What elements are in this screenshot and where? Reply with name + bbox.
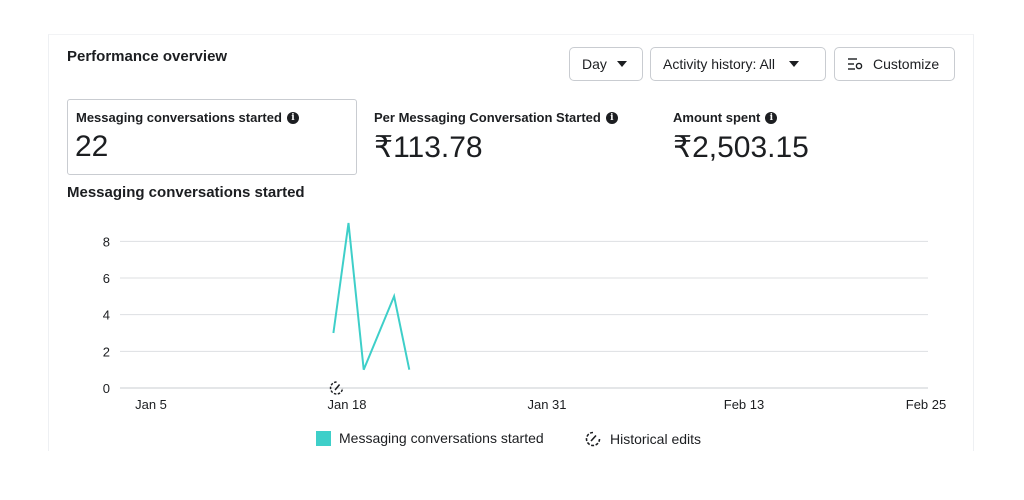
data-point[interactable] [331,331,335,335]
metric-label-amount-spent[interactable]: Amount spent i [673,110,778,125]
customize-button[interactable]: Customize [834,47,955,81]
y-tick-label: 8 [103,234,110,249]
metric-value-conversations: 22 [75,130,109,163]
y-tick-label: 0 [103,381,110,396]
metric-label-text: Amount spent [673,110,761,125]
historical-edits-icon [585,431,601,447]
activity-history-dropdown[interactable]: Activity history: All [650,47,826,81]
metric-label-text: Per Messaging Conversation Started [374,110,601,125]
metric-value-cost-per-conversation: ₹113.78 [374,131,483,164]
metric-label-text: Messaging conversations started [76,110,282,125]
data-point[interactable] [347,221,351,225]
historical-edits-icon [329,381,344,395]
historical-edits-needle [334,384,341,391]
legend-edits-label: Historical edits [610,431,702,447]
legend-item-series[interactable]: Messaging conversations started [316,430,544,446]
historical-edit-marker[interactable] [329,381,344,395]
metric-value-amount-spent: ₹2,503.15 [673,131,809,164]
data-point[interactable] [407,368,411,372]
caret-down-icon [789,61,800,67]
metric-label-conversations: Messaging conversations started i [76,110,299,125]
legend-item-historical-edits[interactable]: Historical edits [584,430,701,448]
info-icon[interactable]: i [286,111,299,124]
info-icon[interactable]: i [605,111,618,124]
metric-label-cost-per-conversation[interactable]: Per Messaging Conversation Started i [374,110,618,125]
info-icon[interactable]: i [765,111,778,124]
day-dropdown[interactable]: Day [569,47,643,81]
activity-history-label: Activity history: All [663,56,776,72]
customize-label: Customize [873,56,940,72]
series-line-0[interactable] [332,222,411,371]
data-point[interactable] [392,294,396,298]
data-point[interactable] [377,331,381,335]
metric-card-selected[interactable] [67,99,357,175]
x-tick-label: Jan 18 [327,397,366,412]
page-title: Performance overview [67,48,228,65]
y-tick-label: 4 [103,308,110,323]
settings-sliders-icon [848,58,863,70]
y-tick-label: 6 [103,271,110,286]
x-tick-label: Jan 5 [135,397,167,412]
chart-title: Messaging conversations started [67,184,305,201]
data-point[interactable] [362,368,366,372]
caret-down-icon [616,61,627,67]
y-tick-label: 2 [103,344,110,359]
legend-series-label: Messaging conversations started [339,430,544,446]
x-tick-label: Feb 13 [724,397,764,412]
x-tick-label: Jan 31 [527,397,566,412]
x-tick-label: Feb 25 [906,397,946,412]
performance-card [48,34,974,451]
day-dropdown-label: Day [582,56,607,72]
series-swatch [316,430,331,446]
